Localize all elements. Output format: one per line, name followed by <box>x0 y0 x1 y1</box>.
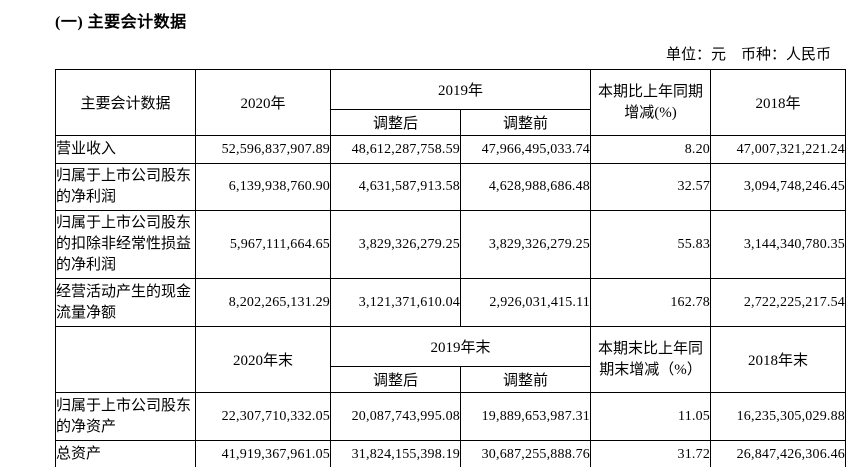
value-2019-before: 4,628,988,686.48 <box>459 163 592 211</box>
value-2019-before: 2,926,031,415.11 <box>459 278 592 327</box>
row-label: 总资产 <box>55 440 196 467</box>
value-2019-adjusted: 3,829,326,279.25 <box>330 210 461 279</box>
unit-currency-note: 单位：元 币种：人民币 <box>665 47 831 63</box>
value-2019-before: 3,829,326,279.25 <box>459 210 592 279</box>
row-label: 归属于上市公司股东的净资产 <box>55 392 196 441</box>
key-accounting-data-table: 主要会计数据 2020年 2019年 本期比上年同期增减(%) 2018年 调整… <box>55 69 847 467</box>
header-2020-yearend: 2020年末 <box>195 326 331 393</box>
row-label: 归属于上市公司股东的扣除非经常性损益的净利润 <box>55 210 196 279</box>
value-2020: 8,202,265,131.29 <box>195 278 331 327</box>
value-2018: 47,007,321,221.24 <box>710 135 847 164</box>
value-2019-adjusted: 4,631,587,913.58 <box>330 163 461 211</box>
value-2019-before: 30,687,255,888.76 <box>459 440 592 467</box>
value-change-pct: 8.20 <box>590 135 712 164</box>
value-2018: 26,847,426,306.46 <box>710 440 847 467</box>
header-2018-yearend: 2018年末 <box>710 326 847 393</box>
value-2020: 41,919,367,961.05 <box>195 440 331 467</box>
table-row-net-profit-excl-nonrecurring: 归属于上市公司股东的扣除非经常性损益的净利润 5,967,111,664.65 … <box>55 210 847 279</box>
period-subheader-row: 调整后 调整前 <box>56 109 846 136</box>
value-2019-adjusted: 3,121,371,610.04 <box>330 278 461 327</box>
value-2020: 6,139,938,760.90 <box>195 163 331 211</box>
row-label: 归属于上市公司股东的净利润 <box>55 163 196 211</box>
value-2018: 3,144,340,780.35 <box>710 210 847 279</box>
value-2018: 3,094,748,246.45 <box>710 163 847 211</box>
table-row-operating-cash-flow: 经营活动产生的现金流量净额 8,202,265,131.29 3,121,371… <box>55 278 847 327</box>
section-title: (一) 主要会计数据 <box>55 14 187 31</box>
value-2019-before: 47,966,495,033.74 <box>459 135 592 164</box>
yearend-subheader-row: 调整后 调整前 <box>56 366 846 393</box>
value-2020: 5,967,111,664.65 <box>195 210 331 279</box>
value-2020: 52,596,837,907.89 <box>195 135 331 164</box>
table-row-total-assets: 总资产 41,919,367,961.05 31,824,155,398.19 … <box>55 440 847 467</box>
value-change-pct: 162.78 <box>590 278 712 327</box>
header-yearend-change: 本期末比上年同期末增减（%） <box>590 326 712 393</box>
subheader-before-adjust: 调整前 <box>459 109 592 136</box>
value-2019-before: 19,889,653,987.31 <box>459 392 592 441</box>
value-change-pct: 55.83 <box>590 210 712 279</box>
value-change-pct: 32.57 <box>590 163 712 211</box>
header-yoy-change: 本期比上年同期增减(%) <box>590 69 712 136</box>
subheader-before-adjust: 调整前 <box>459 366 592 393</box>
yearend-header-row: 2020年末 2019年末 本期末比上年同期末增减（%） 2018年末 <box>55 326 847 393</box>
value-2018: 2,722,225,217.54 <box>710 278 847 327</box>
value-change-pct: 31.72 <box>590 440 712 467</box>
header-2019: 2019年 <box>329 69 592 110</box>
value-2018: 16,235,305,029.88 <box>710 392 847 441</box>
value-2019-adjusted: 31,824,155,398.19 <box>330 440 461 467</box>
value-change-pct: 11.05 <box>590 392 712 441</box>
value-2019-adjusted: 20,087,743,995.08 <box>330 392 461 441</box>
table-row-revenue: 营业收入 52,596,837,907.89 48,612,287,758.59… <box>55 135 847 164</box>
header-main-label: 主要会计数据 <box>55 69 196 136</box>
subheader-adjusted: 调整后 <box>330 366 461 393</box>
header-2019-yearend: 2019年末 <box>329 326 592 367</box>
table-row-net-assets: 归属于上市公司股东的净资产 22,307,710,332.05 20,087,7… <box>55 392 847 441</box>
row-label: 经营活动产生的现金流量净额 <box>55 278 196 327</box>
value-2020: 22,307,710,332.05 <box>195 392 331 441</box>
value-2019-adjusted: 48,612,287,758.59 <box>330 135 461 164</box>
header-2018: 2018年 <box>710 69 847 136</box>
header-2020: 2020年 <box>195 69 331 136</box>
row-label: 营业收入 <box>55 135 196 164</box>
table-row-net-profit: 归属于上市公司股东的净利润 6,139,938,760.90 4,631,587… <box>55 163 847 211</box>
subheader-adjusted: 调整后 <box>330 109 461 136</box>
period-header-row: 主要会计数据 2020年 2019年 本期比上年同期增减(%) 2018年 <box>55 69 847 136</box>
header-empty-label <box>55 326 196 393</box>
